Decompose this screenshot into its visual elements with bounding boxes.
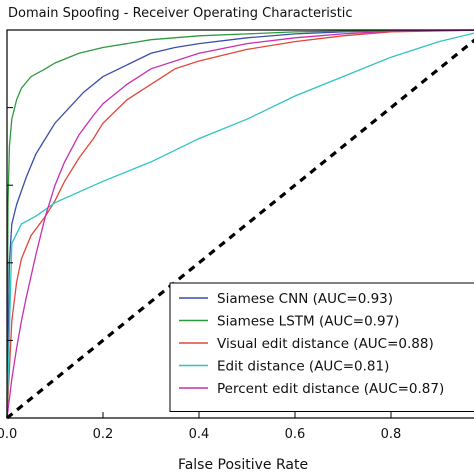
series-line-2 bbox=[6, 29, 474, 419]
series-line-3 bbox=[6, 29, 474, 419]
legend: Siamese CNN (AUC=0.93) Siamese LSTM (AUC=… bbox=[169, 282, 474, 412]
chart-title: Domain Spoofing - Receiver Operating Cha… bbox=[8, 6, 353, 21]
series-line-5 bbox=[6, 29, 474, 419]
plot-lines bbox=[5, 29, 474, 420]
legend-label: Edit distance (AUC=0.81) bbox=[217, 359, 389, 375]
plot-frame bbox=[6, 29, 474, 419]
x-tick-label: 0.4 bbox=[189, 427, 210, 442]
x-tick-label: 0.6 bbox=[285, 427, 306, 442]
series-line-1 bbox=[6, 29, 474, 419]
series-line-4 bbox=[6, 32, 474, 419]
x-axis-label: False Positive Rate bbox=[178, 457, 308, 473]
legend-box bbox=[169, 282, 474, 412]
axis-ticks: 0.0 0.2 0.4 0.6 0.8 bbox=[0, 107, 402, 442]
legend-label: Siamese LSTM (AUC=0.97) bbox=[217, 314, 399, 330]
legend-label: Visual edit distance (AUC=0.88) bbox=[217, 336, 434, 352]
x-tick-label: 0.2 bbox=[93, 427, 114, 442]
legend-label: Percent edit distance (AUC=0.87) bbox=[217, 381, 444, 397]
x-tick-label: 0.8 bbox=[381, 427, 402, 442]
x-tick-label: 0.0 bbox=[0, 427, 17, 442]
legend-label: Siamese CNN (AUC=0.93) bbox=[217, 291, 393, 307]
